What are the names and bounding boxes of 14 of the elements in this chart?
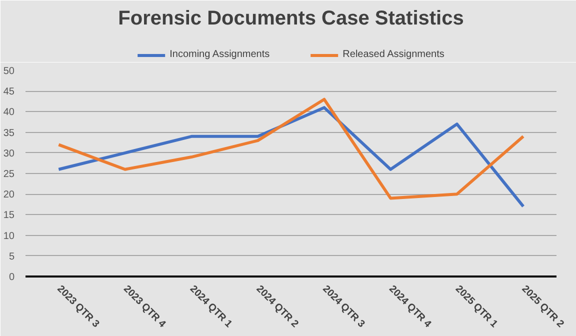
y-tick-label: 5 — [8, 251, 15, 262]
y-tick-label: 40 — [3, 107, 15, 118]
y-tick-label: 10 — [3, 230, 15, 242]
y-tick-label: 30 — [3, 148, 15, 160]
y-tick-label: 45 — [3, 86, 15, 98]
legend-label: Incoming Assignments — [170, 49, 270, 60]
y-tick-label: 50 — [3, 66, 15, 77]
y-tick-label: 15 — [3, 210, 15, 222]
y-tick-label: 25 — [3, 169, 15, 180]
y-tick-label: 0 — [8, 272, 15, 283]
y-tick-label: 35 — [3, 128, 15, 139]
legend-label: Released Assignments — [342, 49, 444, 60]
y-tick-label: 20 — [3, 190, 15, 201]
chart-title: Forensic Documents Case Statistics — [118, 8, 464, 30]
